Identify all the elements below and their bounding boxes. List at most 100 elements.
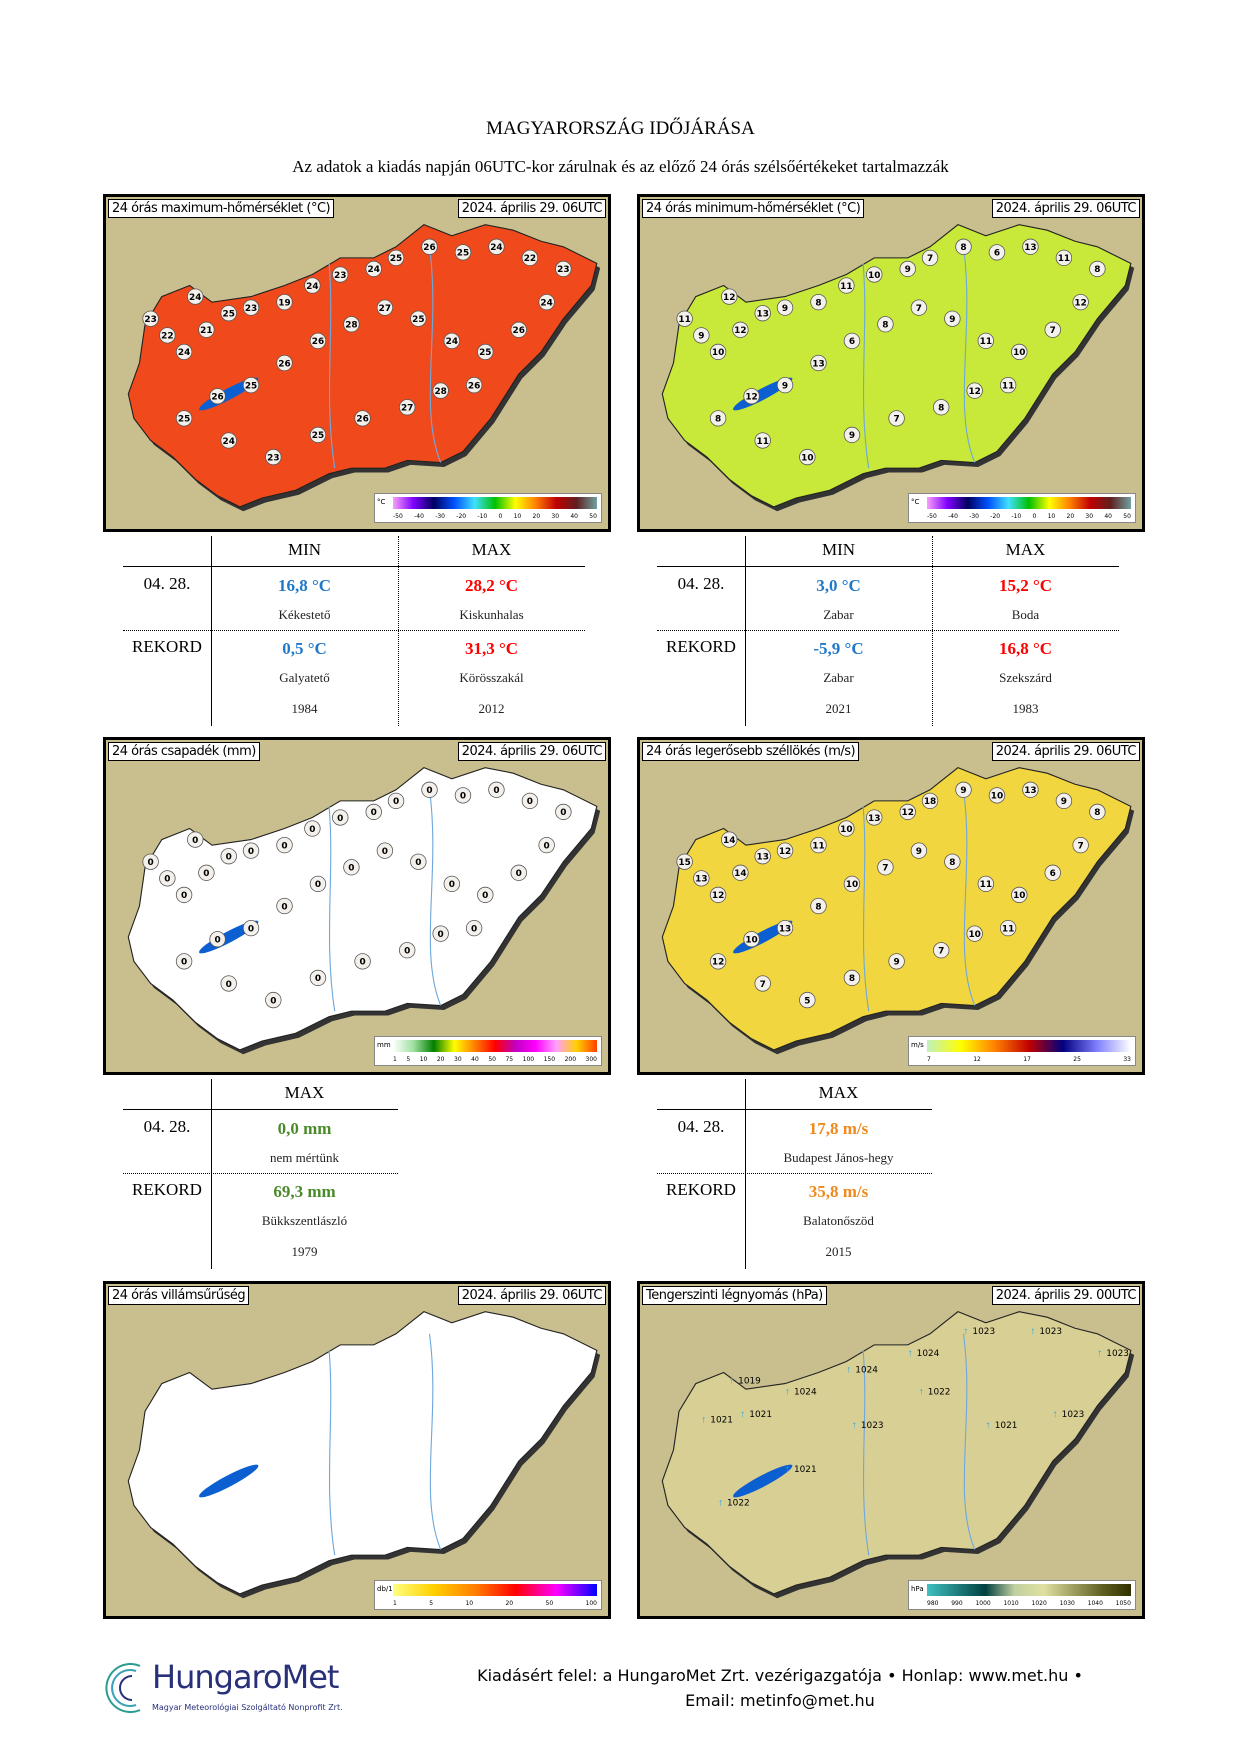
station-marker: 8 [810, 293, 827, 311]
station-marker: 24 [538, 293, 555, 311]
station-name: Balatonőszöd [803, 1213, 874, 1228]
station-marker: ↑ 1023 [852, 1420, 884, 1431]
station-value: 1024 [917, 1349, 940, 1359]
legend-tick: 1030 [1059, 1600, 1075, 1607]
station-value: 10 [846, 880, 858, 890]
station-marker: 0 [175, 886, 193, 904]
station-marker: 13 [693, 870, 710, 887]
station-value: 26 [356, 415, 368, 425]
legend-tick: 12 [973, 1056, 981, 1063]
station-value: 11 [812, 841, 824, 851]
legend-tick: -20 [456, 513, 467, 520]
station-marker: 25 [242, 376, 260, 394]
legend-tick: -40 [414, 513, 424, 520]
station-marker: 10 [709, 343, 727, 361]
station-marker: ↑ 1023 [1053, 1409, 1085, 1420]
station-value: 13 [812, 359, 824, 369]
station-marker: 6 [1044, 864, 1061, 881]
station-marker: 7 [888, 410, 905, 427]
station-value: 11 [757, 437, 769, 447]
station-marker: 24 [365, 260, 382, 278]
station-marker: 0 [276, 836, 293, 854]
station-value: 11 [678, 315, 690, 325]
station-marker: 0 [242, 919, 260, 937]
station-value: 13 [868, 814, 880, 824]
station-value: 23 [334, 271, 346, 281]
station-marker: 0 [220, 848, 237, 865]
column-header: MIN [821, 540, 856, 559]
pressure-arrow-icon: ↑ [729, 1376, 734, 1387]
station-value: 27 [401, 404, 413, 414]
legend-tick: 30 [1085, 513, 1094, 520]
station-value: 12 [712, 891, 724, 901]
station-marker: 26 [510, 321, 527, 338]
rivers [328, 789, 442, 1012]
station-value: 0 [426, 786, 432, 796]
station-value: 1022 [928, 1388, 951, 1398]
station-value: 10 [968, 930, 980, 940]
station-marker: 8 [709, 410, 727, 427]
station-value: 26 [278, 359, 290, 369]
station-value: 1024 [794, 1388, 817, 1398]
map-date: 2024. április 29. 06UTC [457, 742, 606, 761]
page-subtitle: Az adatok a kiadás napján 06UTC-kor záru… [292, 157, 949, 176]
station-name: Boda [1011, 607, 1040, 622]
station-value: 8 [1094, 808, 1100, 818]
station-value: 0 [281, 841, 287, 851]
station-value: 9 [698, 332, 704, 342]
rivers [328, 246, 442, 469]
color-legend: hPa 980 990 1000 1010 1020 1030 1040 1050 [908, 1580, 1136, 1610]
station-value: 0 [192, 836, 198, 846]
station-marker: 9 [843, 426, 861, 444]
station-marker: 0 [175, 953, 193, 970]
station-name: Kékestető [278, 607, 331, 622]
logo-name: HungaroMet [152, 1658, 339, 1696]
station-value: 13 [1024, 243, 1036, 253]
station-marker: 8 [933, 399, 950, 416]
station-value: 23 [245, 304, 257, 314]
station-value: 1021 [794, 1465, 817, 1475]
station-value: 1021 [749, 1410, 772, 1420]
map-panel: 24 órás villámsűrűség 2024. április 29. … [103, 1281, 611, 1619]
color-legend: m/s 7 12 17 25 33 [908, 1036, 1136, 1066]
map-date: 2024. április 29. 06UTC [991, 199, 1140, 218]
station-value: 1023 [861, 1421, 884, 1431]
station-value: 24 [306, 282, 318, 292]
station-marker: ↑ 1021 [986, 1420, 1018, 1431]
station-value: 9 [893, 958, 899, 968]
station-value: 0 [315, 974, 321, 984]
legend-tick: -40 [948, 513, 958, 520]
hungary-map: ↑ 1019↑ 1021↑ 1021↑ 1024↑ 1024↑ 1024↑ 1023 ↑ 1023… [661, 1311, 1135, 1599]
station-marker: 28 [343, 316, 360, 333]
country-outline [127, 767, 598, 1051]
station-value: 9 [782, 381, 788, 391]
stats-table: MIN MAX 04. 28. 3,0 °C Zabar 15,2 °C Boda REKOR… [657, 536, 1119, 730]
station-marker: 24 [443, 332, 461, 350]
station-marker: 6 [988, 244, 1006, 261]
station-marker: ↑ 1021 [740, 1409, 772, 1420]
column-header: MIN [287, 540, 322, 559]
station-marker: 10 [1011, 886, 1028, 904]
legend-tick: 0 [498, 513, 503, 520]
station-marker: 0 [454, 787, 472, 804]
pressure-arrow-icon: ↑ [785, 1464, 790, 1475]
station-value: 0 [248, 847, 254, 857]
station-marker: 13 [1022, 781, 1039, 798]
legend-gradient [927, 1584, 1131, 1596]
station-marker: 28 [432, 382, 449, 399]
station-name: Budapest János-hegy [783, 1150, 894, 1165]
station-value: 1021 [710, 1415, 733, 1425]
value: 69,3 mm [273, 1182, 336, 1201]
legend-unit: mm [377, 1041, 391, 1049]
station-marker: 0 [265, 991, 282, 1009]
country-outline [661, 767, 1132, 1051]
station-marker: 7 [754, 975, 771, 992]
station-marker: 7 [910, 299, 928, 316]
legend-tick: 10 [419, 1056, 428, 1063]
hungary-map: 24 23 22 24 21 25 23 19 24 23 24 25 26 25 24 22 23 24 26 25… [127, 224, 601, 512]
station-marker: 25 [454, 244, 472, 261]
station-value: 0 [226, 980, 232, 990]
station-marker: 24 [304, 277, 321, 294]
station-value: 1023 [1106, 1349, 1129, 1359]
map-panel: 0 0 0 0 0 0 0 0 0 0 0 0 0 0 0 0 0 0 0 0 0 0 0 0 0 0 0 0 0 0 0 0 0 0 0 0 24 ó… [103, 737, 611, 1075]
